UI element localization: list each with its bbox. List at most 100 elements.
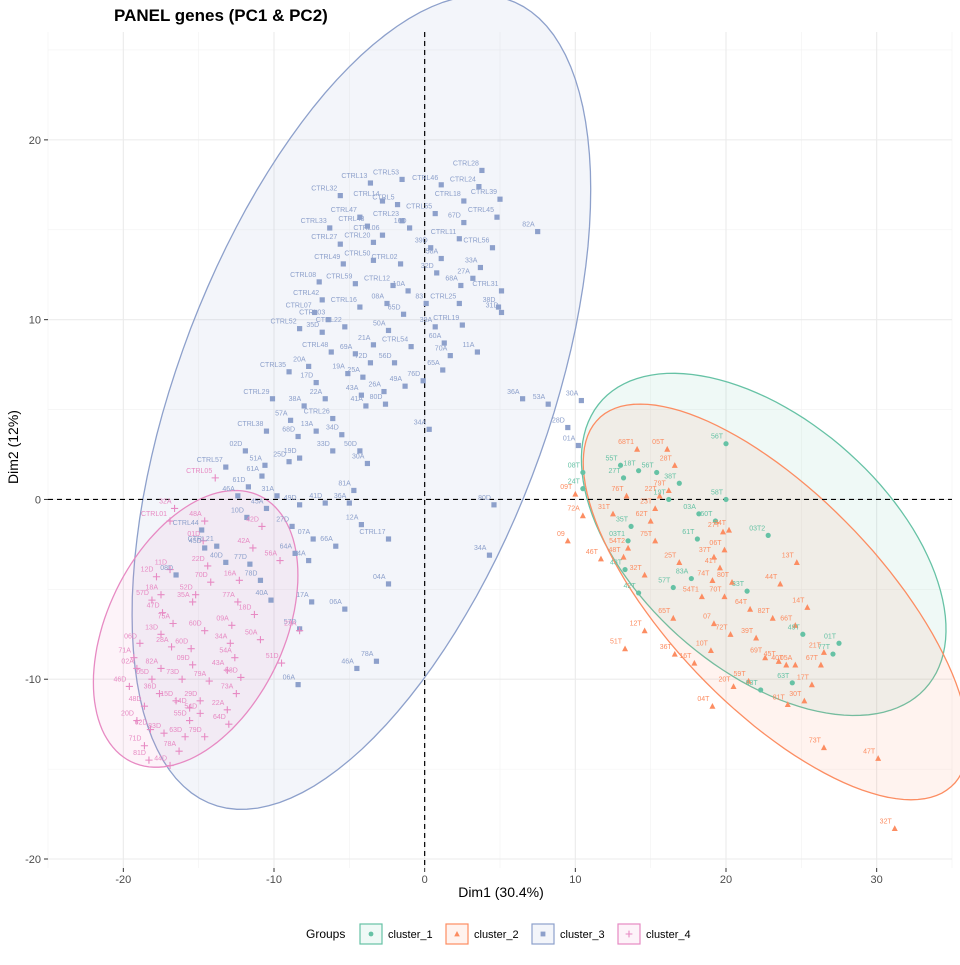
data-point-cluster_3 bbox=[352, 281, 358, 287]
point-label-cluster_4: 42A bbox=[237, 538, 250, 545]
point-label-cluster_3: 81A bbox=[338, 480, 351, 487]
x-tick-label: 20 bbox=[720, 874, 732, 886]
point-label-cluster_3: 78A bbox=[361, 651, 374, 658]
point-label-cluster_3: 40D bbox=[210, 552, 223, 559]
data-point-cluster_3 bbox=[358, 392, 364, 398]
point-label-cluster_3: 68A bbox=[445, 275, 458, 282]
data-point-cluster_2 bbox=[730, 683, 737, 690]
point-label-cluster_4: 16A bbox=[224, 570, 237, 577]
data-point-cluster_3 bbox=[461, 219, 467, 226]
data-point-cluster_3 bbox=[309, 599, 315, 605]
point-label-cluster_3: 30A bbox=[352, 453, 365, 460]
data-point-cluster_3 bbox=[494, 214, 500, 220]
point-label-cluster_3: 08A bbox=[372, 293, 385, 300]
data-point-cluster_3 bbox=[357, 448, 363, 454]
point-label-cluster_3: 34D bbox=[326, 425, 339, 432]
point-label-cluster_4: 09D bbox=[177, 655, 190, 662]
data-point-cluster_4 bbox=[157, 591, 165, 599]
data-point-cluster_3 bbox=[456, 236, 462, 242]
point-label-cluster_1: 56T bbox=[711, 434, 724, 441]
data-point-cluster_3 bbox=[235, 493, 241, 499]
point-label-cluster_3: CTRL35 bbox=[260, 362, 286, 369]
data-point-cluster_3 bbox=[545, 401, 551, 407]
point-label-cluster_4: 55D bbox=[174, 711, 187, 718]
data-point-cluster_3 bbox=[385, 536, 392, 542]
data-point-cluster_4 bbox=[170, 504, 179, 513]
point-label-cluster_3: CTRL11 bbox=[431, 229, 457, 236]
point-label-cluster_3: CTRL52 bbox=[271, 319, 297, 326]
point-label-cluster_4: 11D bbox=[155, 560, 167, 567]
point-label-cluster_3: 21A bbox=[358, 335, 371, 342]
data-point-cluster_2 bbox=[622, 645, 629, 652]
point-label-cluster_2: 68T1 bbox=[618, 439, 634, 446]
x-tick-label: 30 bbox=[871, 874, 883, 886]
data-point-cluster_2 bbox=[664, 445, 671, 452]
point-label-cluster_1: 77T bbox=[818, 644, 831, 651]
point-label-cluster_3: 04A bbox=[373, 574, 386, 581]
point-label-cluster_2: 54T2 bbox=[609, 538, 625, 545]
data-point-cluster_4 bbox=[201, 627, 209, 635]
point-label-cluster_2: 40T bbox=[771, 655, 784, 662]
point-label-cluster_3: 19D bbox=[284, 448, 297, 455]
point-label-cluster_2: 31T bbox=[598, 504, 611, 511]
data-point-cluster_4 bbox=[160, 729, 168, 737]
point-label-cluster_4: 60D bbox=[175, 639, 188, 646]
data-point-cluster_2 bbox=[820, 744, 827, 751]
data-point-cluster_1 bbox=[666, 496, 672, 503]
data-point-cluster_3 bbox=[295, 682, 301, 688]
point-label-cluster_3: CTRL24 bbox=[450, 177, 476, 184]
point-label-cluster_4: 62D bbox=[135, 720, 148, 727]
point-label-cluster_1: 03T2 bbox=[749, 525, 765, 532]
point-label-cluster_1: 60T bbox=[700, 511, 713, 518]
x-tick-label: 0 bbox=[422, 874, 428, 886]
data-point-cluster_3 bbox=[391, 360, 398, 366]
point-label-cluster_3: 57D bbox=[284, 619, 297, 626]
data-point-cluster_2 bbox=[641, 571, 648, 578]
point-label-cluster_1: 57T bbox=[658, 578, 671, 585]
point-label-cluster_2: 16T bbox=[679, 653, 692, 660]
point-label-layer: 56T 55T 18T 08T 27T 56T 38T 24T 19T 58T 03A 60T 35T 0… bbox=[114, 160, 893, 825]
point-label-cluster_4: 53D bbox=[225, 667, 238, 674]
point-label-cluster_3: 06A bbox=[329, 599, 342, 606]
point-label-cluster_3: CTRL5 bbox=[372, 195, 394, 202]
data-point-cluster_2 bbox=[709, 702, 716, 709]
data-point-cluster_4 bbox=[296, 627, 304, 635]
data-point-cluster_1 bbox=[628, 523, 634, 530]
data-point-cluster_3 bbox=[402, 383, 408, 389]
point-label-cluster_3: CTRL39 bbox=[471, 189, 497, 196]
data-point-cluster_3 bbox=[381, 388, 387, 395]
point-label-cluster_4: 23A bbox=[284, 621, 297, 628]
data-point-cluster_2 bbox=[719, 528, 726, 535]
data-point-cluster_3 bbox=[379, 232, 386, 238]
point-label-cluster_2: 80T bbox=[717, 572, 730, 579]
data-point-cluster_4 bbox=[258, 522, 266, 531]
data-point-cluster_2 bbox=[727, 631, 734, 637]
point-label-cluster_2: 48T bbox=[608, 547, 621, 554]
data-point-cluster_3 bbox=[274, 493, 280, 499]
data-point-cluster_2 bbox=[793, 559, 800, 565]
data-point-cluster_1 bbox=[636, 468, 642, 474]
point-label-cluster_3: 77D bbox=[234, 554, 247, 561]
data-point-cluster_4 bbox=[152, 573, 161, 581]
data-point-cluster_2 bbox=[597, 555, 604, 562]
point-label-cluster_4: 73D bbox=[166, 669, 179, 676]
data-point-cluster_3 bbox=[497, 196, 503, 202]
data-point-cluster_2 bbox=[721, 593, 728, 600]
data-point-cluster_3 bbox=[578, 397, 584, 404]
point-label-cluster_2: 46T bbox=[586, 549, 599, 556]
point-label-cluster_3: 19A bbox=[332, 364, 345, 371]
point-label-cluster_3: CTRL20 bbox=[344, 232, 370, 239]
point-label-cluster_1: 03A bbox=[683, 504, 696, 511]
data-point-cluster_2 bbox=[610, 510, 616, 517]
data-point-cluster_4 bbox=[158, 609, 167, 617]
confidence-ellipse-cluster_1 bbox=[580, 372, 947, 717]
data-point-cluster_4 bbox=[175, 747, 183, 755]
point-label-cluster_3: CTRL47 bbox=[331, 207, 357, 214]
point-label-cluster_3: 34A bbox=[474, 545, 487, 552]
data-point-cluster_2 bbox=[808, 681, 815, 688]
point-label-cluster_3: CTRL46 bbox=[412, 175, 438, 182]
data-point-cluster_3 bbox=[434, 270, 440, 276]
point-label-cluster_3: 38D bbox=[483, 297, 496, 304]
point-label-cluster_3: 66A bbox=[320, 536, 333, 543]
